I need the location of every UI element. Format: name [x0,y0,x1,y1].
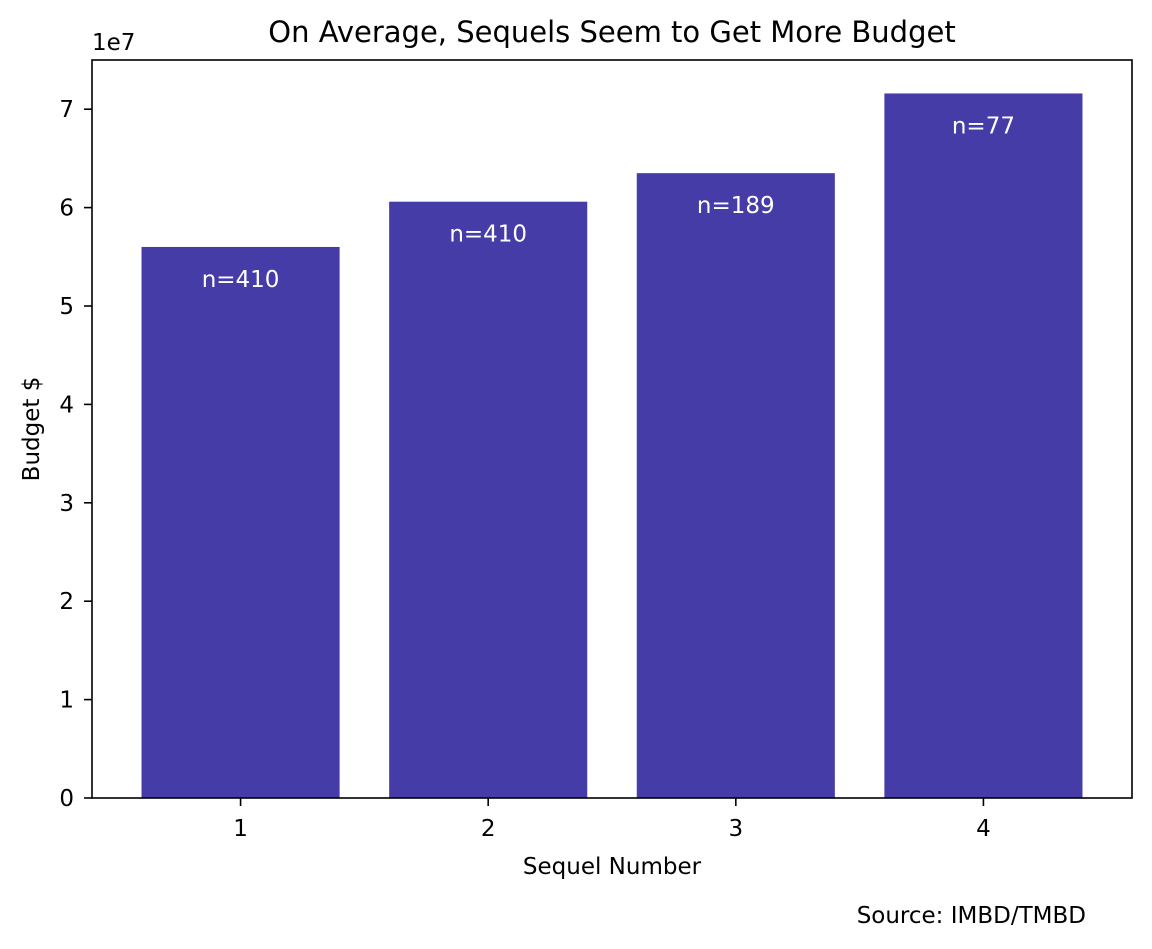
x-tick-label: 2 [481,816,496,842]
bar-label-3: n=189 [697,193,775,219]
bar-1 [141,246,340,798]
bar-labels-group: n=410 n=410 n=189 n=77 [202,113,1015,293]
x-axis-label: Sequel Number [523,854,702,880]
y-tick-label: 4 [59,392,74,418]
bar-label-2: n=410 [449,222,527,248]
x-ticks-group: 1 2 3 4 [233,798,991,842]
y-axis-label: Budget $ [19,377,45,482]
y-axis-offset-label: 1e7 [92,30,135,56]
bar-2 [389,201,588,799]
bar-label-1: n=410 [202,267,280,293]
x-tick-label: 3 [728,816,743,842]
chart-title: On Average, Sequels Seem to Get More Bud… [268,15,955,49]
y-tick-label: 5 [59,294,74,320]
plot-frame [91,59,1133,799]
y-tick-label: 1 [59,688,74,714]
bar-3 [636,173,835,798]
x-tick-label: 4 [976,816,991,842]
source-annotation: Source: IMBD/TMBD [857,903,1086,929]
bars-group [141,93,1083,799]
y-tick-label: 2 [59,589,74,615]
x-tick-label: 1 [233,816,248,842]
y-tick-label: 6 [59,196,74,222]
y-ticks-group: 0 1 2 3 4 5 6 7 [59,97,92,812]
bar-label-4: n=77 [952,113,1015,139]
y-tick-label: 0 [59,786,74,812]
bar-4 [884,93,1083,799]
y-tick-label: 3 [59,491,74,517]
y-tick-label: 7 [59,97,74,123]
